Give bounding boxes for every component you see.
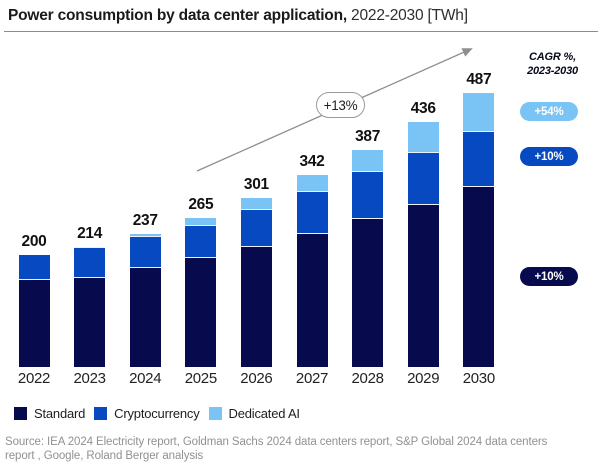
cagr-pill-2: +10%: [520, 267, 578, 286]
bar-total-label-2022: 200: [21, 232, 47, 250]
bar-segment-standard-2023: [74, 277, 106, 367]
legend-swatch-icon: [208, 407, 222, 420]
bar-segment-dedicated-ai-2024: [129, 233, 161, 238]
bar-segment-standard-2030: [463, 187, 495, 367]
x-axis-label-2027: 2027: [295, 370, 329, 387]
bar-segment-standard-2026: [240, 247, 272, 367]
chart-title: Power consumption by data center applica…: [8, 7, 468, 25]
bar-segment-dedicated-ai-2030: [463, 93, 495, 132]
bar-segment-standard-2025: [185, 257, 217, 367]
bar-total-label-2030: 487: [466, 71, 492, 89]
x-axis-label-2026: 2026: [240, 370, 273, 387]
chart-title-regular: 2022-2030 [TWh]: [346, 7, 468, 24]
bar-total-label-2029: 436: [410, 99, 436, 117]
bar-total-label-2028: 387: [355, 127, 381, 145]
growth-annotation-label: +13%: [323, 97, 358, 113]
x-axis-label-2029: 2029: [407, 370, 440, 387]
source-note-line1: Source: IEA 2024 Electricity report, Gol…: [5, 436, 548, 448]
legend-label: Cryptocurrency: [114, 406, 200, 421]
bar-segment-cryptocurrency-2030: [463, 131, 495, 188]
bar-segment-cryptocurrency-2024: [129, 237, 161, 269]
source-note: Source: IEA 2024 Electricity report, Gol…: [5, 436, 597, 463]
cagr-heading: CAGR %, 2023-2030: [505, 51, 600, 78]
legend: Standard Cryptocurrency Dedicated AI: [14, 406, 309, 421]
bar-segment-dedicated-ai-2028: [352, 149, 384, 172]
cagr-heading-line1: CAGR %,: [529, 51, 576, 63]
bar-segment-cryptocurrency-2026: [240, 210, 272, 248]
bar-segment-standard-2028: [352, 218, 384, 367]
bar-segment-standard-2027: [296, 233, 328, 367]
bar-total-label-2023: 214: [77, 224, 103, 242]
bar-total-label-2024: 237: [132, 211, 158, 229]
bar-segment-cryptocurrency-2025: [185, 225, 217, 258]
bar-segment-cryptocurrency-2023: [74, 248, 106, 278]
x-axis-label-2023: 2023: [73, 370, 106, 387]
x-axis-label-2024: 2024: [129, 370, 162, 387]
source-note-line2: report , Google, Roland Berger analysis: [5, 449, 204, 462]
bar-segment-cryptocurrency-2027: [296, 191, 328, 234]
growth-annotation: +13%: [316, 92, 365, 118]
bar-segment-dedicated-ai-2023: [74, 246, 106, 249]
bar-segment-dedicated-ai-2025: [185, 218, 217, 226]
x-axis-label-2022: 2022: [17, 370, 51, 387]
legend-item-dedicated-ai: Dedicated AI: [208, 406, 301, 421]
title-divider: [4, 31, 598, 32]
bar-total-label-2025: 265: [188, 196, 214, 214]
x-axis-label-2028: 2028: [351, 370, 384, 387]
chart-title-bold: Power consumption by data center applica…: [8, 7, 347, 24]
bar-segment-standard-2024: [129, 268, 161, 367]
bar-total-label-2027: 342: [299, 152, 325, 170]
bar-segment-cryptocurrency-2028: [352, 171, 384, 219]
cagr-heading-line2: 2023-2030: [527, 64, 578, 77]
cagr-pill-1: +10%: [520, 147, 578, 166]
bar-segment-standard-2029: [407, 205, 439, 367]
bar-segment-dedicated-ai-2029: [407, 121, 439, 154]
legend-label: Standard: [34, 406, 86, 421]
x-axis-label-2030: 2030: [462, 370, 495, 387]
legend-label: Dedicated AI: [228, 406, 301, 421]
bar-segment-standard-2022: [18, 279, 50, 367]
bar-segment-cryptocurrency-2022: [18, 254, 50, 280]
bar-segment-dedicated-ai-2026: [240, 197, 272, 211]
legend-swatch-icon: [94, 407, 108, 420]
legend-swatch-icon: [14, 407, 27, 420]
legend-item-cryptocurrency: Cryptocurrency: [94, 406, 200, 421]
bar-segment-cryptocurrency-2029: [407, 153, 439, 206]
cagr-pill-0: +54%: [520, 102, 578, 121]
x-axis-label-2025: 2025: [184, 370, 217, 387]
bar-total-label-2026: 301: [243, 175, 269, 193]
bar-segment-dedicated-ai-2027: [296, 174, 328, 192]
legend-item-standard: Standard: [14, 406, 85, 421]
